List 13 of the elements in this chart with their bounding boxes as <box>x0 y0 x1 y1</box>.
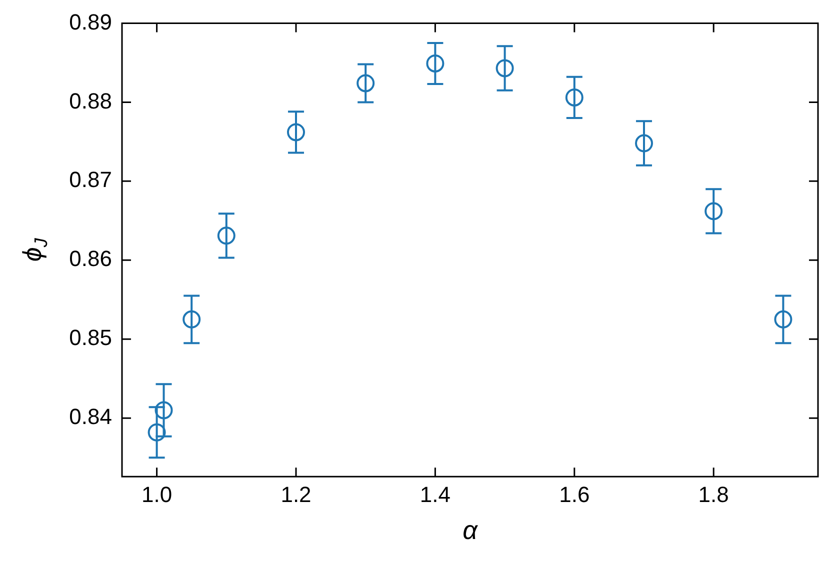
x-tick-label: 1.6 <box>559 482 590 507</box>
x-tick-label: 1.4 <box>420 482 450 507</box>
y-axis-title: ϕJ <box>17 237 51 262</box>
y-tick-label: 0.89 <box>69 9 112 34</box>
y-tick-label: 0.84 <box>69 404 112 430</box>
y-tick-label: 0.88 <box>69 88 112 114</box>
y-tick-label: 0.85 <box>69 325 112 350</box>
x-tick-label: 1.8 <box>698 482 729 507</box>
x-tick-label: 1.2 <box>280 482 312 507</box>
y-tick-label: 0.87 <box>69 167 112 192</box>
y-tick-label: 0.86 <box>69 246 112 272</box>
x-tick-label: 1.0 <box>142 482 172 507</box>
x-axis-title: α <box>462 515 479 546</box>
